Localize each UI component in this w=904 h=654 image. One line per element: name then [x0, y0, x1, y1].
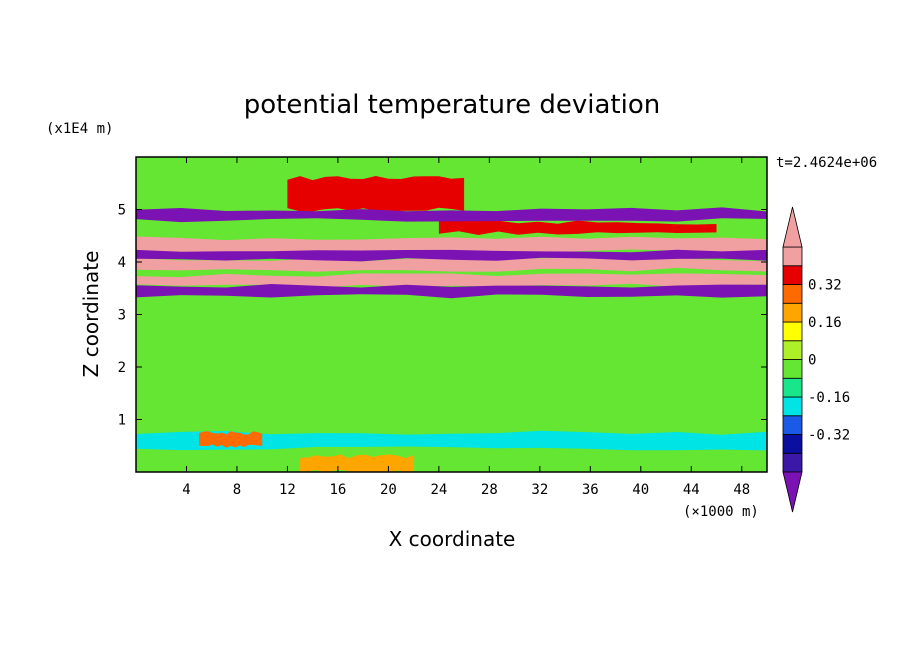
y-tick-label: 5: [118, 203, 126, 219]
x-tick-label: 44: [683, 482, 700, 498]
x-tick-label: 20: [380, 482, 397, 498]
contour-band: [136, 284, 767, 299]
x-tick-label: 24: [430, 482, 447, 498]
colorbar-segment: [782, 452, 803, 473]
x-tick-label: 40: [632, 482, 649, 498]
y-tick-label: 3: [118, 308, 126, 324]
x-axis-unit: (×1000 m): [683, 504, 759, 520]
field-background: [136, 157, 767, 472]
y-axis-label: Z coordinate: [79, 251, 103, 378]
colorbar-tick-label: -0.16: [808, 390, 850, 406]
y-tick-label: 2: [118, 360, 126, 376]
colorbar-segment: [782, 302, 803, 323]
contour-band: [300, 454, 414, 472]
colorbar-segment: [782, 265, 803, 285]
contour-band: [287, 176, 465, 212]
x-axis-label: X coordinate: [389, 527, 516, 551]
contour-band: [136, 257, 767, 272]
contour-band: [136, 430, 767, 451]
colorbar-segment: [782, 246, 803, 267]
colorbar-segment: [782, 340, 803, 360]
contour-band: [199, 431, 263, 448]
y-tick-label: 1: [118, 413, 126, 429]
colorbar-tick-label: 0.32: [808, 278, 842, 294]
colorbar: [782, 206, 803, 513]
colorbar-max-arrow: [782, 206, 803, 248]
colorbar-segment: [782, 396, 803, 417]
colorbar-tick-label: 0: [808, 353, 816, 369]
x-tick-label: 48: [733, 482, 750, 498]
x-tick-label: 16: [329, 482, 346, 498]
x-tick-label: 32: [531, 482, 548, 498]
colorbar-tick-label: 0.16: [808, 315, 842, 331]
contour-band: [438, 220, 717, 235]
y-axis-unit: (x1E4 m): [46, 121, 113, 137]
colorbar-labels: 0.32 0.16 0 -0.16 -0.32: [808, 278, 850, 444]
contour-band: [136, 207, 767, 223]
x-axis-ticks: 4 8 12 16 20 24 28 32 36 40 44 48: [182, 157, 750, 498]
contour-band: [136, 273, 767, 288]
y-tick-label: 4: [118, 255, 126, 271]
plot-area: [136, 157, 767, 472]
colorbar-segment: [782, 284, 803, 304]
x-tick-label: 12: [279, 482, 296, 498]
colorbar-segment: [782, 434, 803, 454]
contour-band: [136, 236, 767, 254]
colorbar-segment: [782, 321, 803, 342]
x-tick-label: 8: [233, 482, 241, 498]
chart-title: potential temperature deviation: [244, 90, 660, 120]
contour-band: [136, 249, 767, 262]
colorbar-segment: [782, 359, 803, 379]
y-axis-ticks: 1 2 3 4 5: [118, 203, 767, 429]
colorbar-segment: [782, 377, 803, 398]
time-label: t=2.4624e+06: [776, 155, 877, 171]
x-tick-label: 4: [182, 482, 190, 498]
colorbar-min-arrow: [782, 471, 803, 513]
x-tick-label: 36: [582, 482, 599, 498]
colorbar-segment: [782, 415, 803, 435]
x-tick-label: 28: [481, 482, 498, 498]
colorbar-tick-label: -0.32: [808, 428, 850, 444]
